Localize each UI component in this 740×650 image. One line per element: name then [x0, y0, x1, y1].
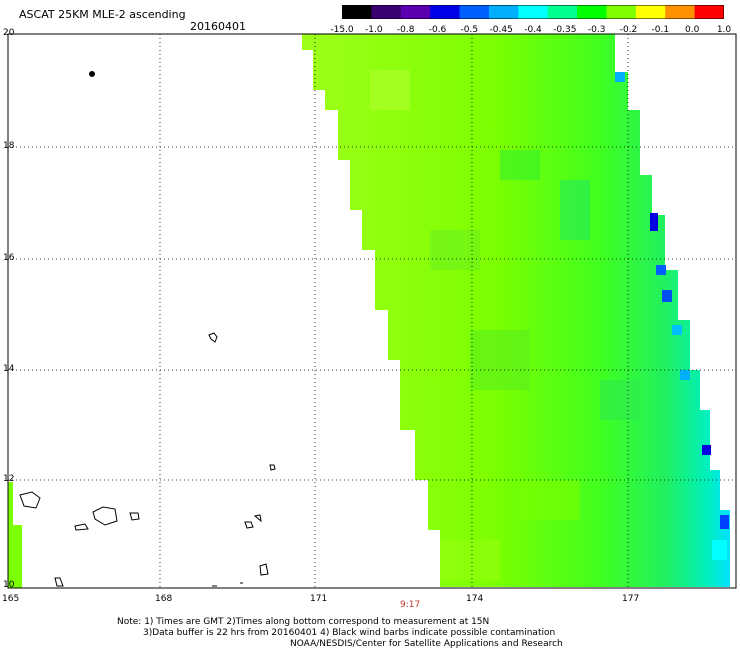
- colorbar-segment: [518, 5, 549, 19]
- x-tick-label: 168: [155, 594, 173, 604]
- colorbar-label: -0.3: [587, 25, 606, 35]
- colorbar-segment: [606, 5, 637, 19]
- left-swath: [8, 482, 22, 588]
- colorbar-label: 0.0: [684, 25, 700, 35]
- colorbar-segment: [577, 5, 607, 19]
- colorbar-label: 1.0: [716, 25, 732, 35]
- colorbar-label: -1.0: [365, 25, 383, 35]
- colorbar-label: -15.0: [330, 25, 354, 35]
- colorbar-label: -0.45: [489, 25, 513, 35]
- colorbar-label: -0.2: [619, 25, 638, 35]
- colorbar-segment: [371, 5, 402, 19]
- x-tick-label: 171: [310, 594, 328, 604]
- colorbar-segment: [665, 5, 696, 19]
- map-title: ASCAT 25KM MLE-2 ascending: [19, 8, 186, 21]
- colorbar-segment: [694, 5, 724, 19]
- y-tick-label: 20: [3, 28, 15, 38]
- y-tick-label: 18: [3, 141, 15, 151]
- map-date: 20160401: [190, 20, 246, 33]
- plot-border: [7, 33, 737, 589]
- note-line-1: Note: 1) Times are GMT 2)Times along bot…: [117, 617, 490, 627]
- note-line-3: NOAA/NESDIS/Center for Satellite Applica…: [290, 639, 563, 649]
- island-outlines: [19, 71, 276, 587]
- time-label: 9:17: [400, 600, 421, 610]
- colorbar-segment: [488, 5, 519, 19]
- colorbar-label: -0.1: [651, 25, 670, 35]
- satellite-swath: [302, 34, 730, 587]
- colorbar-segment: [400, 5, 431, 19]
- colorbar: [342, 5, 724, 19]
- y-tick-label: 14: [3, 364, 15, 374]
- colorbar-label: -0.4: [524, 25, 542, 35]
- x-tick-label: 177: [622, 594, 640, 604]
- colorbar-segment: [342, 5, 372, 19]
- swath-texture: [370, 70, 640, 580]
- colorbar-label: -0.5: [460, 25, 479, 35]
- y-tick-label: 10: [3, 580, 15, 590]
- colorbar-label: -0.6: [428, 25, 447, 35]
- colorbar-label: -0.8: [396, 25, 415, 35]
- colorbar-segment: [547, 5, 578, 19]
- note-line-2: 3)Data buffer is 22 hrs from 20160401 4)…: [143, 628, 556, 638]
- x-tick-label: 174: [466, 594, 484, 604]
- y-tick-label: 12: [3, 474, 15, 484]
- edge-pixels: [615, 72, 729, 560]
- colorbar-label: -0.35: [553, 25, 577, 35]
- y-tick-label: 16: [3, 253, 15, 263]
- colorbar-segment: [430, 5, 461, 19]
- colorbar-segment: [459, 5, 490, 19]
- colorbar-segment: [635, 5, 666, 19]
- grid-lines: [8, 34, 736, 588]
- x-tick-label: 165: [2, 594, 20, 604]
